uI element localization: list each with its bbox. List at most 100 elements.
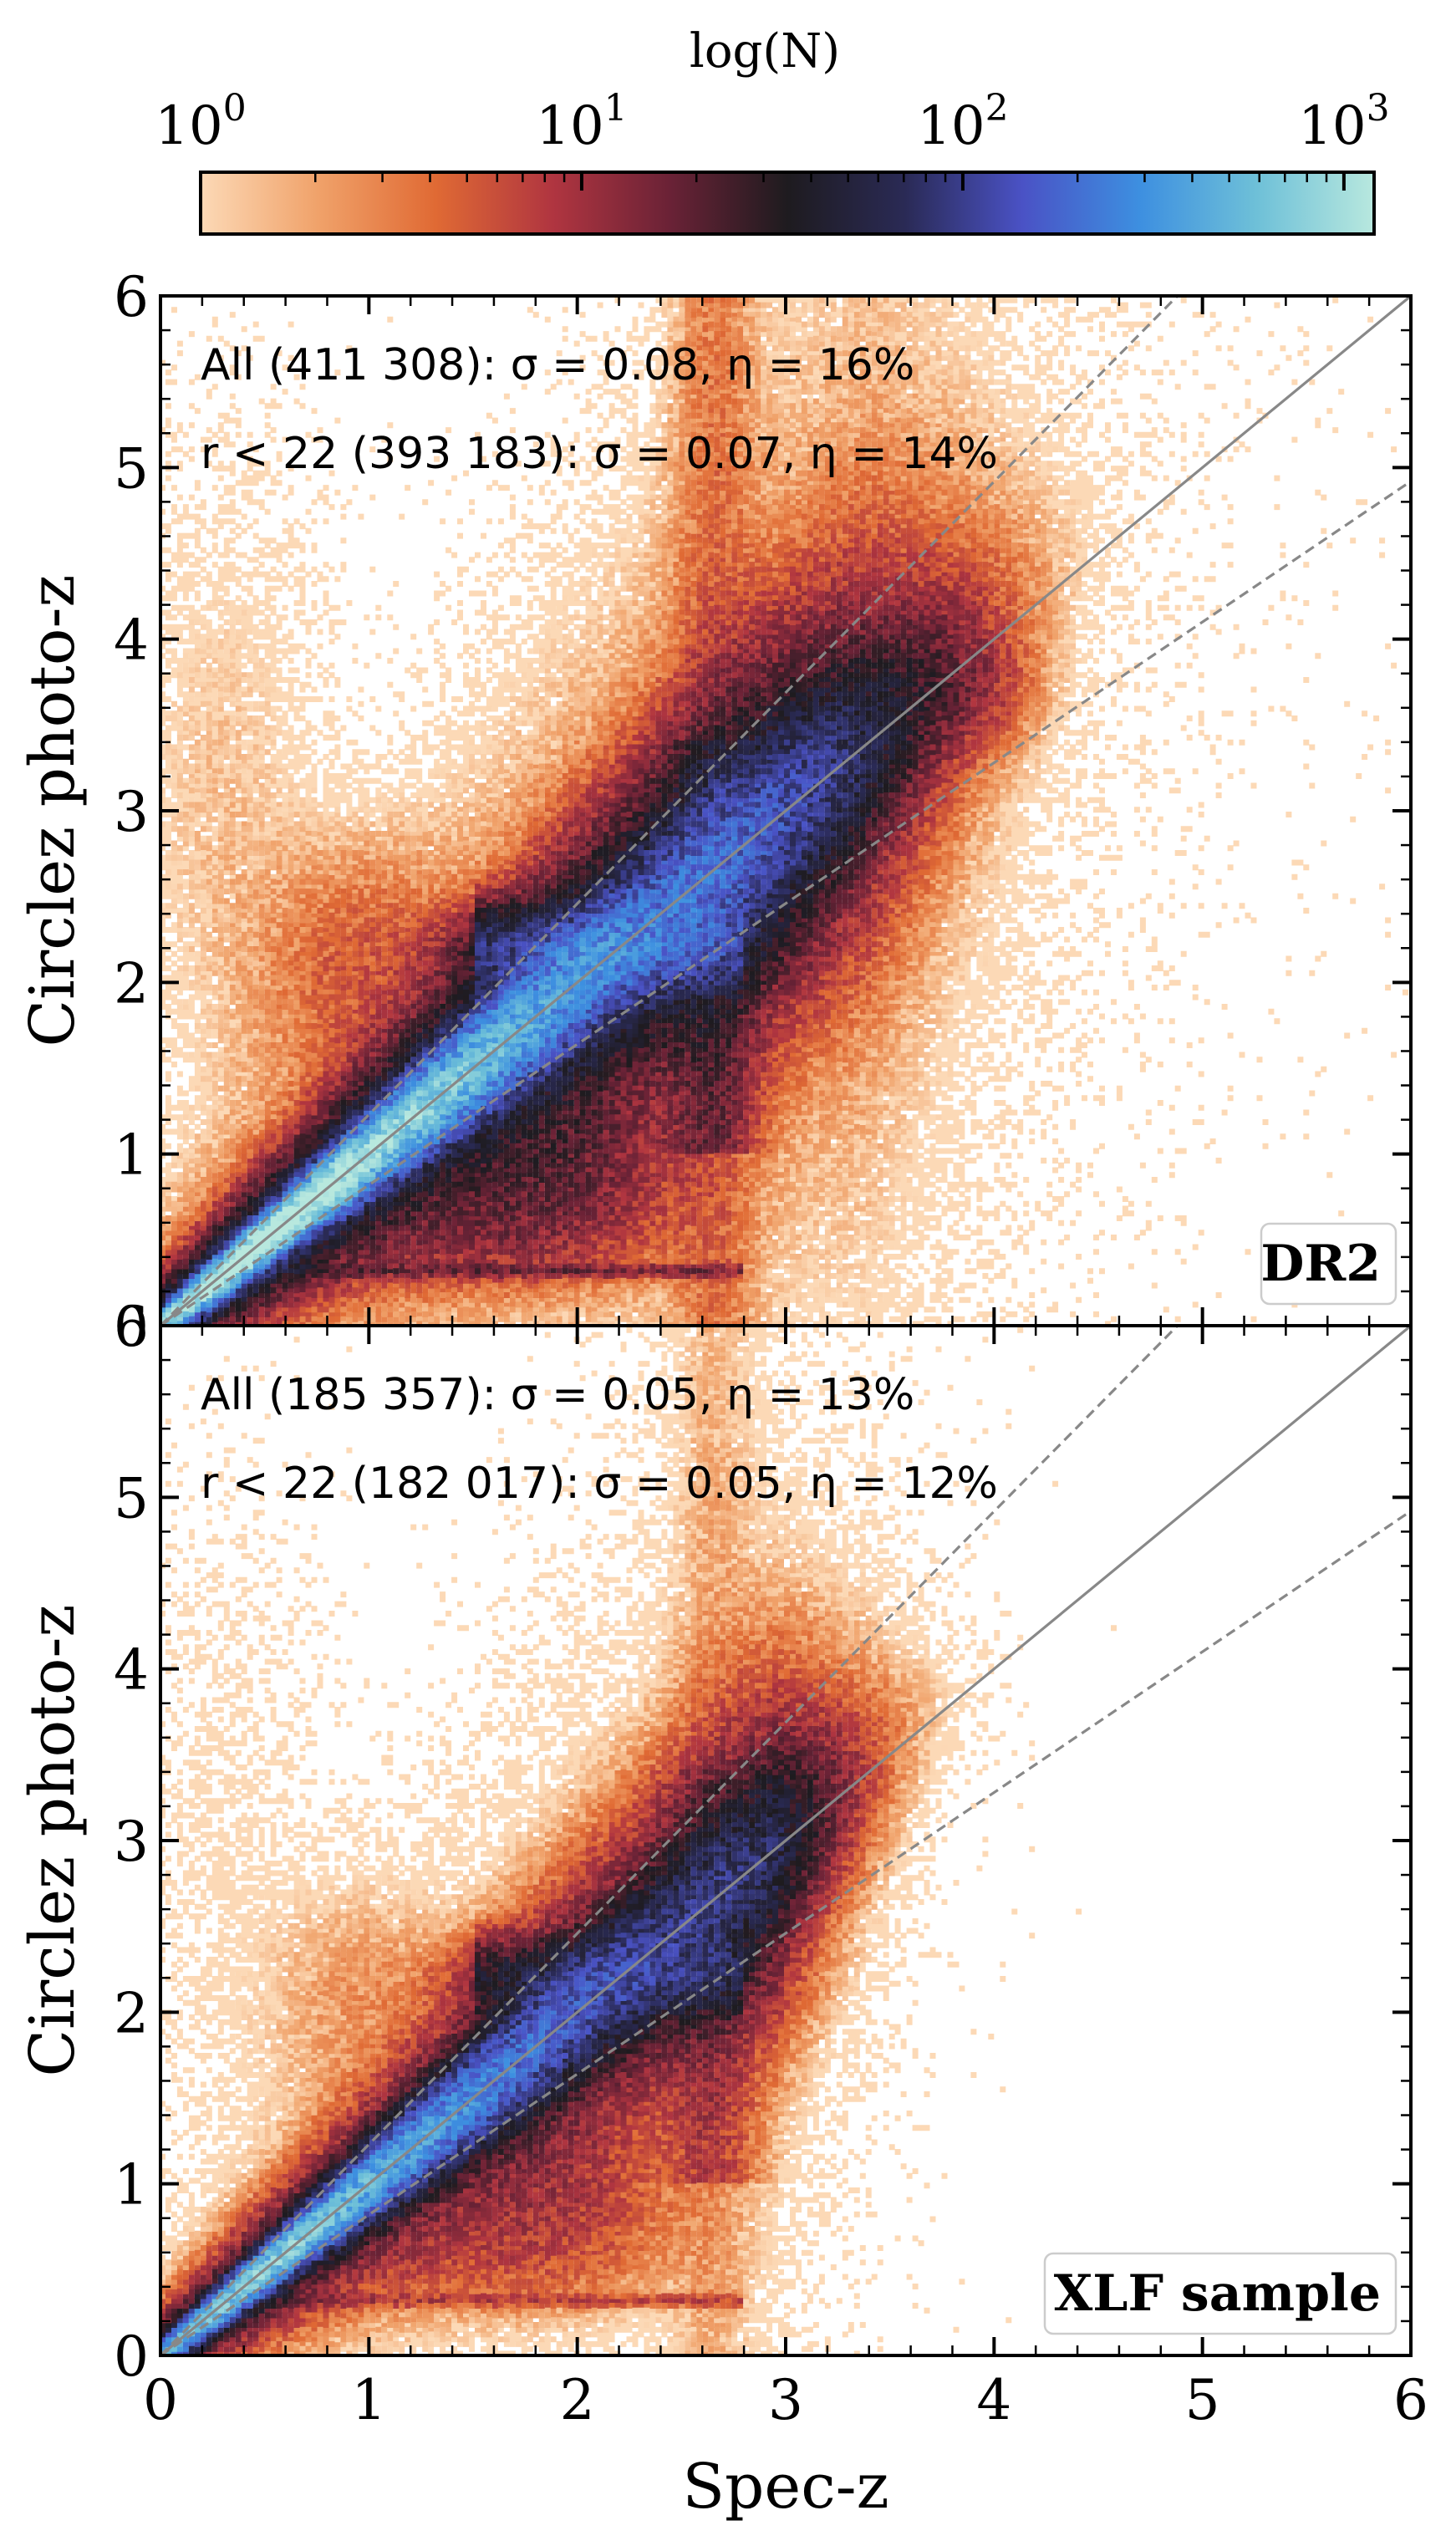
hexbin-cells <box>176 662 883 1275</box>
hexbin-cells <box>346 2187 353 2193</box>
hexbin-cells <box>475 960 481 967</box>
hexbin-cells <box>720 1880 726 1886</box>
colorbar-tick-labels: 100 101 102 103 <box>155 87 1389 157</box>
stats-annotation: All (185 357): σ = 0.05, η = 13% <box>201 1370 914 1420</box>
hexbin-cells <box>358 1148 364 1154</box>
hexbin-cells <box>673 1908 732 1948</box>
hexbin-cells <box>503 1057 510 1063</box>
hexbin-cells <box>416 1287 423 1294</box>
outlier-boundary-line <box>160 1510 1411 2355</box>
hexbin-cells <box>252 2284 259 2289</box>
hexbin-cells <box>410 2168 417 2174</box>
hexbin-cells <box>270 2254 277 2261</box>
hexbin-cells <box>299 1220 306 1226</box>
y-tick-label: 5 <box>114 1466 149 1530</box>
colorbar-tick-label: 102 <box>917 87 1008 157</box>
hexbin-cells <box>171 999 545 1326</box>
y-tick-label: 4 <box>114 609 149 673</box>
hexbin-cells <box>258 2249 294 2289</box>
hexbin-cells <box>375 1952 592 2146</box>
x-tick-label: 0 <box>143 2368 178 2432</box>
hexbin-cells <box>644 1913 709 1992</box>
hexbin-cells <box>182 2312 230 2352</box>
hexbin-cells <box>311 2221 318 2228</box>
colorbar-ticks <box>199 172 1346 191</box>
hexbin-cells <box>241 2274 247 2280</box>
hexbin-cells <box>649 854 656 861</box>
colorbar-label: log(N) <box>690 24 840 79</box>
hexbin-cells <box>527 1076 551 1106</box>
hexbin-cells <box>288 1230 294 1236</box>
hexbin-cells <box>288 2274 294 2280</box>
hexbin-cells <box>276 2259 283 2266</box>
hexbin-cells <box>725 1894 732 1901</box>
hexbin-cells <box>288 2240 294 2247</box>
hexbin-cells <box>399 1133 405 1140</box>
hexbin-cells <box>807 739 813 746</box>
hexbin-cells <box>334 2216 341 2223</box>
hexbin-cells <box>252 2269 259 2275</box>
hexbin-cells <box>714 1999 720 2006</box>
hexbin-cells <box>929 653 936 659</box>
hexbin-cells <box>644 1899 732 2006</box>
hexbin-cells <box>258 581 1000 1279</box>
dataset-badge-text: XLF sample <box>1054 2264 1381 2323</box>
y-tick-label: 3 <box>114 1810 149 1874</box>
outlier-boundary-line <box>160 480 1411 1326</box>
hexbin-cells <box>696 1884 715 1924</box>
hexbin-cells <box>865 672 872 679</box>
hexbin-cells <box>352 1167 359 1174</box>
hexbin-cells <box>305 1620 889 2338</box>
y-tick-label: 6 <box>114 265 149 329</box>
panel-dr2: 0 1 2 3 4 5 6 Circlez photo-z All (411 308): σ =… <box>17 265 1413 1359</box>
x-tick-label: 4 <box>976 2368 1011 2432</box>
hexbin-cells <box>521 1990 586 2069</box>
hexbin-cells <box>597 869 650 914</box>
hexbin-cells <box>247 1971 253 1978</box>
hexbin-cells <box>258 2264 265 2270</box>
hexbin-cells <box>387 1128 394 1135</box>
hexbin-cells <box>188 677 195 683</box>
hexbin-cells <box>299 2086 306 2093</box>
y-tick-label: 5 <box>114 436 149 501</box>
hexbin-cells <box>550 2192 557 2198</box>
hexbin-cells <box>457 960 463 967</box>
colorbar-tick-label: 103 <box>1298 87 1389 157</box>
y-tick-label: 4 <box>114 1638 149 1703</box>
hexbin-cells <box>497 2096 504 2102</box>
hexbin-cells <box>796 758 802 765</box>
colorbar: log(N) 100 101 102 103 <box>155 24 1390 236</box>
dataset-badge <box>1260 1222 1397 1306</box>
hexbin-cells <box>457 2057 504 2112</box>
hexbin-cells <box>749 1918 778 1953</box>
stats-annotation: r < 22 (182 017): σ = 0.05, η = 12% <box>201 1459 998 1509</box>
hexbin-cells <box>340 2211 347 2218</box>
hexbin-cells <box>428 2139 435 2146</box>
hexbin-cells <box>352 1181 359 1188</box>
hexbin-cells <box>784 494 790 501</box>
hexbin-cells <box>282 2192 359 2251</box>
hexbin-cells <box>807 542 813 549</box>
hexbin-cells <box>527 2014 533 2020</box>
hexbin-cells <box>818 758 825 765</box>
hexbin-cells <box>731 884 738 890</box>
hexbin-cells <box>200 1793 773 2299</box>
stats-annotation: r < 22 (393 183): σ = 0.07, η = 14% <box>201 429 998 479</box>
colorbar-bar <box>199 171 1376 236</box>
y-axis-label: Circlez photo-z <box>17 575 89 1047</box>
one-to-one-line <box>160 1326 1411 2355</box>
x-tick-label: 6 <box>1393 2368 1428 2432</box>
hexbin-cells <box>562 2004 568 2011</box>
hexbin-cells <box>247 2264 288 2285</box>
hexbin-cells <box>778 1966 784 1973</box>
y-tick-label: 3 <box>114 780 149 844</box>
hexbin-cells <box>328 2216 335 2223</box>
hexbin-density <box>160 1327 1117 2355</box>
hexbin-cells <box>550 1971 709 2001</box>
hexbin-cells <box>194 384 1036 1322</box>
hexbin-cells <box>784 821 796 861</box>
hexbin-cells <box>790 859 796 866</box>
colorbar-tick-label: 100 <box>155 87 246 157</box>
hexbin-cells <box>790 1938 796 1943</box>
